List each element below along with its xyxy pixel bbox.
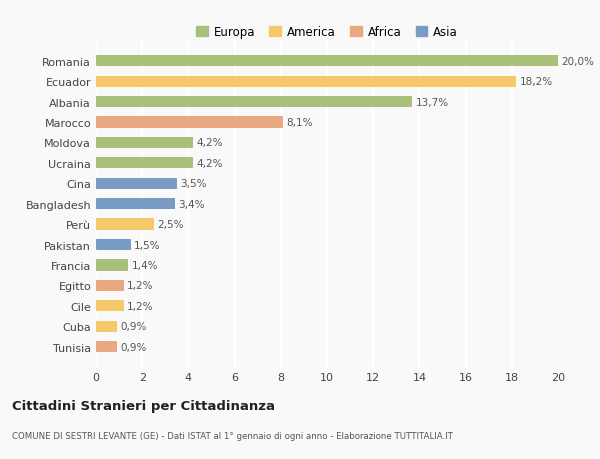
Text: COMUNE DI SESTRI LEVANTE (GE) - Dati ISTAT al 1° gennaio di ogni anno - Elaboraz: COMUNE DI SESTRI LEVANTE (GE) - Dati IST… bbox=[12, 431, 453, 441]
Text: 1,2%: 1,2% bbox=[127, 301, 154, 311]
Text: 18,2%: 18,2% bbox=[520, 77, 553, 87]
Text: Cittadini Stranieri per Cittadinanza: Cittadini Stranieri per Cittadinanza bbox=[12, 399, 275, 412]
Legend: Europa, America, Africa, Asia: Europa, America, Africa, Asia bbox=[191, 21, 463, 44]
Bar bbox=[96, 77, 517, 88]
Bar bbox=[96, 117, 283, 129]
Text: 8,1%: 8,1% bbox=[287, 118, 313, 128]
Text: 1,4%: 1,4% bbox=[132, 260, 158, 270]
Text: 0,9%: 0,9% bbox=[120, 321, 146, 331]
Text: 1,2%: 1,2% bbox=[127, 281, 154, 291]
Bar bbox=[96, 158, 193, 169]
Bar bbox=[96, 219, 154, 230]
Text: 4,2%: 4,2% bbox=[196, 158, 223, 168]
Text: 0,9%: 0,9% bbox=[120, 342, 146, 352]
Bar bbox=[96, 240, 131, 251]
Bar bbox=[96, 341, 117, 353]
Text: 20,0%: 20,0% bbox=[562, 57, 595, 67]
Text: 3,5%: 3,5% bbox=[181, 179, 207, 189]
Text: 3,4%: 3,4% bbox=[178, 199, 205, 209]
Bar bbox=[96, 301, 124, 312]
Bar bbox=[96, 97, 412, 108]
Bar bbox=[96, 138, 193, 149]
Text: 2,5%: 2,5% bbox=[157, 219, 184, 230]
Bar bbox=[96, 321, 117, 332]
Bar bbox=[96, 56, 558, 67]
Text: 1,5%: 1,5% bbox=[134, 240, 161, 250]
Bar bbox=[96, 260, 128, 271]
Bar bbox=[96, 199, 175, 210]
Text: 13,7%: 13,7% bbox=[416, 97, 449, 107]
Text: 4,2%: 4,2% bbox=[196, 138, 223, 148]
Bar bbox=[96, 280, 124, 291]
Bar bbox=[96, 178, 177, 190]
